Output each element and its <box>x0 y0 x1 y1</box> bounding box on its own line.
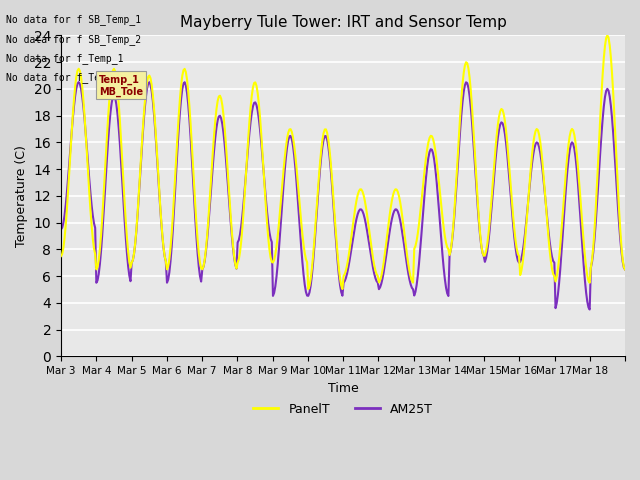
Text: Temp_1
MB_Tole: Temp_1 MB_Tole <box>99 74 143 96</box>
Text: No data for f_Temp_2: No data for f_Temp_2 <box>6 72 124 83</box>
Text: No data for f SB_Temp_2: No data for f SB_Temp_2 <box>6 34 141 45</box>
Text: No data for f SB_Temp_1: No data for f SB_Temp_1 <box>6 14 141 25</box>
Title: Mayberry Tule Tower: IRT and Sensor Temp: Mayberry Tule Tower: IRT and Sensor Temp <box>180 15 506 30</box>
X-axis label: Time: Time <box>328 382 358 395</box>
Legend: PanelT, AM25T: PanelT, AM25T <box>248 398 438 420</box>
Text: No data for f_Temp_1: No data for f_Temp_1 <box>6 53 124 64</box>
Y-axis label: Temperature (C): Temperature (C) <box>15 145 28 247</box>
